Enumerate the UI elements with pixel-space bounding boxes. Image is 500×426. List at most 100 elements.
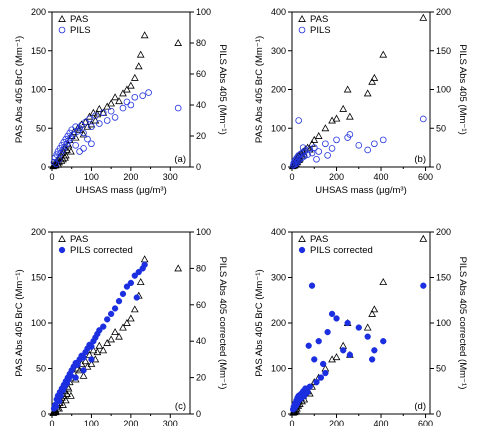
series-pils-corrected bbox=[50, 261, 148, 412]
y-left-tick-label: 0 bbox=[41, 162, 46, 172]
data-point bbox=[379, 136, 387, 144]
y-right-tick-label: 100 bbox=[196, 227, 211, 237]
legend-label: PAS bbox=[70, 234, 88, 245]
legend-label: PILS bbox=[310, 25, 331, 36]
y-left-axis-label: PAS Abs 405 BrC (Mm⁻¹) bbox=[254, 269, 265, 376]
data-point bbox=[305, 342, 312, 349]
data-point bbox=[145, 89, 152, 96]
data-point bbox=[54, 160, 63, 168]
data-point bbox=[79, 371, 88, 379]
x-tick-label: 0 bbox=[289, 172, 294, 182]
data-point bbox=[99, 346, 108, 354]
y-right-tick-label: 150 bbox=[436, 46, 451, 56]
y-right-tick-label: 60 bbox=[196, 300, 206, 310]
series-pils bbox=[289, 115, 427, 169]
data-point bbox=[52, 160, 60, 168]
data-point bbox=[111, 328, 119, 336]
data-point bbox=[380, 338, 387, 345]
data-point bbox=[119, 290, 127, 298]
data-point bbox=[95, 104, 104, 112]
data-point bbox=[72, 142, 79, 149]
y-right-tick-label: 200 bbox=[436, 227, 451, 237]
data-point bbox=[355, 324, 362, 331]
y-right-tick-label: 200 bbox=[436, 7, 451, 17]
data-point bbox=[304, 151, 311, 158]
data-point bbox=[61, 396, 70, 404]
data-point bbox=[322, 369, 329, 377]
data-point bbox=[332, 353, 341, 361]
x-axis-label: UHSAS mass (µg/m³) bbox=[315, 185, 407, 196]
data-point bbox=[123, 318, 131, 326]
data-point bbox=[99, 109, 107, 117]
y-right-tick-label: 40 bbox=[196, 336, 206, 346]
data-point bbox=[55, 155, 63, 163]
legend-marker bbox=[298, 26, 306, 34]
y-right-tick-label: 0 bbox=[196, 162, 201, 172]
data-point bbox=[314, 131, 323, 139]
y-left-axis-label: PAS Abs 405 BrC (Mm⁻¹) bbox=[14, 269, 25, 376]
y-right-tick-label: 0 bbox=[196, 409, 201, 419]
data-point bbox=[370, 73, 379, 81]
data-point bbox=[59, 400, 67, 408]
data-point bbox=[84, 135, 91, 143]
data-point bbox=[328, 116, 336, 124]
x-tick-label: 400 bbox=[374, 172, 389, 182]
panel-b: 0 200 400 6000100200300400050100150200UHSAS… bbox=[254, 7, 468, 196]
data-point bbox=[306, 145, 314, 153]
data-point bbox=[96, 120, 103, 127]
data-point bbox=[346, 351, 354, 359]
y-left-tick-label: 150 bbox=[31, 273, 46, 283]
data-point bbox=[123, 98, 131, 106]
y-left-tick-label: 0 bbox=[281, 162, 286, 172]
data-point bbox=[88, 140, 95, 148]
y-right-tick-label: 20 bbox=[196, 373, 206, 383]
y-left-tick-label: 50 bbox=[36, 123, 46, 133]
data-point bbox=[174, 104, 182, 112]
data-point bbox=[104, 316, 111, 323]
data-point bbox=[315, 338, 322, 345]
y-left-axis-label: PAS Abs 405 BrC (Mm⁻¹) bbox=[14, 36, 25, 143]
panel-label: (d) bbox=[414, 401, 426, 412]
x-tick-label: 0 bbox=[49, 172, 54, 182]
data-point bbox=[310, 135, 319, 143]
legend-marker bbox=[298, 14, 306, 22]
data-point bbox=[311, 356, 318, 363]
panel-a: 0 100 200 300 0 50 100 150 200 0 20 40 60 80 100 UHSAS … bbox=[14, 7, 228, 196]
legend-marker bbox=[298, 234, 306, 242]
data-point bbox=[81, 357, 90, 365]
data-point bbox=[107, 107, 115, 115]
data-point bbox=[141, 261, 148, 268]
data-point bbox=[370, 305, 379, 313]
x-axis-label: UHSAS mass (µg/m³) bbox=[75, 185, 167, 196]
data-point bbox=[345, 112, 354, 120]
data-point bbox=[107, 310, 115, 318]
panel-c: 0100200300050100150200020406080100UHSAS … bbox=[14, 227, 228, 426]
y-left-tick-label: 50 bbox=[36, 364, 46, 374]
data-point bbox=[87, 359, 96, 367]
y-left-tick-label: 300 bbox=[271, 273, 286, 283]
data-point bbox=[83, 122, 92, 130]
legend-label: PAS bbox=[70, 14, 88, 25]
data-point bbox=[300, 150, 309, 158]
data-point bbox=[322, 140, 329, 148]
data-point bbox=[67, 391, 75, 399]
data-point bbox=[130, 73, 139, 81]
series-pas bbox=[288, 13, 428, 170]
data-point bbox=[140, 31, 149, 39]
data-point bbox=[321, 124, 330, 132]
data-point bbox=[126, 314, 135, 322]
data-point bbox=[136, 278, 145, 286]
data-point bbox=[339, 104, 348, 112]
data-point bbox=[134, 62, 143, 70]
series-pils bbox=[50, 89, 182, 168]
data-point bbox=[308, 139, 316, 147]
data-point bbox=[80, 145, 87, 152]
data-point bbox=[95, 341, 104, 349]
data-point bbox=[72, 123, 79, 130]
data-point bbox=[111, 114, 119, 121]
data-point bbox=[368, 77, 377, 85]
data-point bbox=[57, 392, 64, 399]
legend-label: PAS bbox=[310, 234, 328, 245]
